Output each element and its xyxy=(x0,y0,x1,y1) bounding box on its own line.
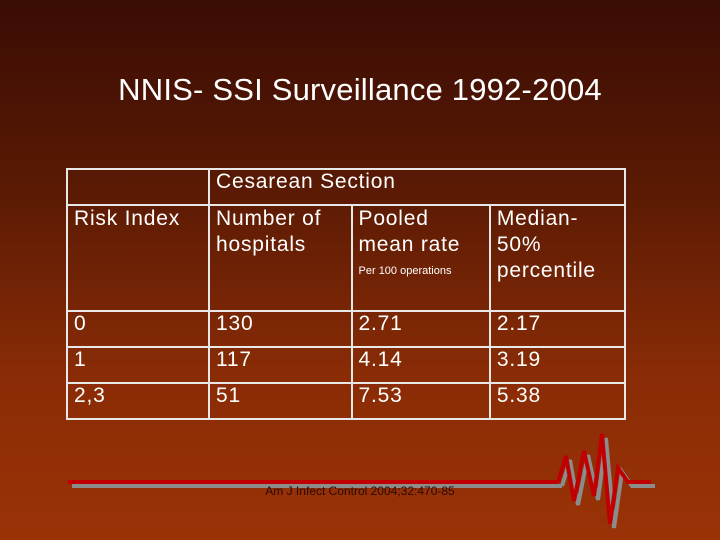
header-risk-index-label: Risk Index xyxy=(74,207,181,230)
empty-corner-cell xyxy=(66,168,210,206)
header-pooled-note: Per 100 operations xyxy=(358,265,452,277)
cell-hospitals: 51 xyxy=(208,382,353,420)
header-median-line3: percentile xyxy=(496,259,596,282)
cell-pooled-mean: 2.71 xyxy=(350,310,491,348)
cell-median: 5.38 xyxy=(488,382,627,420)
header-median-percentile: Median- 50% percentile xyxy=(488,204,627,312)
cell-hospitals: 130 xyxy=(208,310,353,348)
header-hospitals-line2: hospitals xyxy=(216,233,307,256)
header-median-line1: Median- xyxy=(496,207,579,230)
header-median-line2: 50% xyxy=(496,233,542,256)
cell-risk-index: 1 xyxy=(66,346,210,384)
table-row: 0 130 2.71 2.17 xyxy=(66,310,627,348)
cell-hospitals: 117 xyxy=(208,346,353,384)
cell-risk-index: 0 xyxy=(66,310,210,348)
table-span-header-row: Cesarean Section xyxy=(66,168,626,206)
cell-pooled-mean: 4.14 xyxy=(350,346,491,384)
slide-title: NNIS- SSI Surveillance 1992-2004 xyxy=(118,72,602,107)
table-row: 1 117 4.14 3.19 xyxy=(66,346,627,384)
header-hospitals-line1: Number of xyxy=(216,207,322,230)
citation-text: Am J Infect Control 2004;32:470-85 xyxy=(265,484,455,498)
ssi-rates-table: Cesarean Section Risk Index Number of ho… xyxy=(66,168,627,420)
cell-median: 3.19 xyxy=(488,346,627,384)
header-pooled-line1: Pooled xyxy=(358,207,429,230)
table-row: 2,3 51 7.53 5.38 xyxy=(66,382,627,420)
header-risk-index: Risk Index xyxy=(66,204,210,312)
table-column-header-row: Risk Index Number of hospitals Pooled me… xyxy=(66,204,627,312)
cell-risk-index: 2,3 xyxy=(66,382,210,420)
header-pooled-mean-rate: Pooled mean rate Per 100 operations xyxy=(350,204,491,312)
header-number-of-hospitals: Number of hospitals xyxy=(208,204,353,312)
cesarean-section-header: Cesarean Section xyxy=(208,168,626,206)
cell-pooled-mean: 7.53 xyxy=(350,382,491,420)
cell-median: 2.17 xyxy=(488,310,627,348)
header-pooled-line2: mean rate xyxy=(358,233,461,256)
ecg-trace xyxy=(68,433,651,525)
